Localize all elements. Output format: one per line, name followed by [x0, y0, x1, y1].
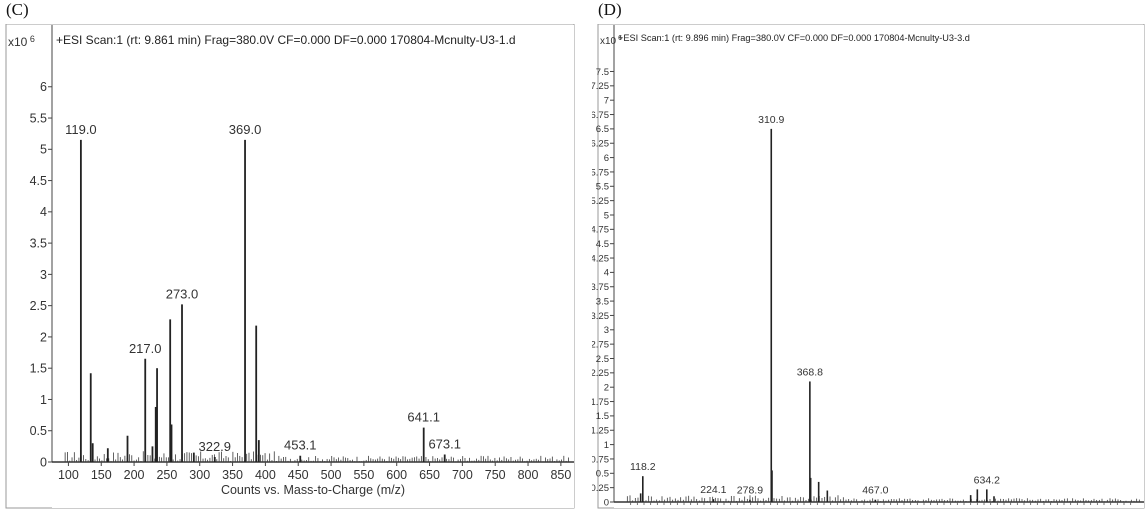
- y-tick-label: 0.25: [592, 483, 609, 494]
- x-tick-label: 450: [288, 468, 309, 482]
- y-tick-label: 0: [40, 455, 47, 469]
- y-tick-label: 0.5: [30, 424, 47, 438]
- peak-label: 273.0: [166, 286, 199, 301]
- x-tick-label: 250: [156, 468, 177, 482]
- y-tick-label: 6.25: [592, 139, 609, 150]
- peak-label: 369.0: [229, 122, 262, 137]
- peak-label: 322.9: [198, 439, 231, 454]
- y-tick-label: 5.25: [592, 196, 609, 207]
- y-tick-label: 4: [40, 205, 47, 219]
- peak-label: 118.2: [630, 461, 656, 473]
- x-tick-label: 200: [124, 468, 145, 482]
- scan-header: +ESI Scan:1 (rt: 9.861 min) Frag=380.0V …: [56, 33, 516, 47]
- y-tick-label: 0.75: [592, 454, 609, 465]
- y-tick-label: 1: [40, 393, 47, 407]
- x-tick-label: 750: [485, 468, 506, 482]
- x-tick-label: 850: [550, 468, 571, 482]
- y-tick-label: 5.5: [30, 111, 47, 125]
- y-tick-label: 7: [604, 96, 609, 107]
- y-tick-label: 1.5: [596, 411, 609, 422]
- y-tick-label: 0: [604, 497, 609, 508]
- y-tick-label: 4.75: [592, 225, 609, 236]
- y-tick-label: 2: [40, 330, 47, 344]
- peak-label: 634.2: [974, 474, 1000, 486]
- y-tick-label: 3.75: [592, 282, 609, 293]
- x-axis-title: Counts vs. Mass-to-Charge (m/z): [221, 483, 405, 497]
- y-tick-label: 6.75: [592, 110, 609, 121]
- peak-label: 224.1: [700, 484, 726, 496]
- y-tick-label: 5: [40, 143, 47, 157]
- y-tick-label: 1.5: [30, 362, 47, 376]
- scan-header: +ESI Scan:1 (rt: 9.896 min) Frag=380.0V …: [618, 33, 970, 43]
- y-tick-label: 2.75: [592, 339, 609, 350]
- plot-area: [614, 25, 1144, 508]
- y-tick-label: 5.75: [592, 167, 609, 178]
- x-tick-label: 350: [222, 468, 243, 482]
- peak-label: 278.9: [737, 485, 763, 497]
- y-tick-label: 6: [40, 80, 47, 94]
- y-tick-label: 1.25: [592, 426, 609, 437]
- y-multiplier: x10 6: [600, 35, 622, 47]
- peak-label: 217.0: [129, 341, 162, 356]
- peak-label: 119.0: [65, 122, 97, 137]
- y-tick-label: 6: [604, 153, 609, 164]
- panel-label-d: (D): [598, 0, 622, 19]
- peak-label: 368.8: [797, 366, 823, 378]
- y-tick-label: 5: [604, 210, 609, 221]
- y-tick-label: 2: [604, 383, 609, 394]
- peak-label: 673.1: [428, 436, 461, 451]
- mass-spectrum-c: +ESI Scan:1 (rt: 9.861 min) Frag=380.0V …: [5, 24, 575, 509]
- y-tick-label: 3.5: [30, 236, 47, 250]
- x-tick-label: 400: [255, 468, 276, 482]
- y-tick-label: 7.25: [592, 81, 609, 92]
- x-tick-label: 500: [321, 468, 342, 482]
- y-tick-label: 5.5: [596, 182, 609, 193]
- y-tick-label: 2.5: [596, 354, 609, 365]
- x-tick-label: 600: [386, 468, 407, 482]
- y-tick-label: 3.25: [592, 311, 609, 322]
- peak-label: 310.9: [758, 114, 784, 126]
- y-tick-label: 1.75: [592, 397, 609, 408]
- y-tick-label: 3.5: [596, 296, 609, 307]
- y-tick-label: 7.5: [596, 67, 609, 78]
- x-tick-label: 300: [189, 468, 210, 482]
- x-tick-label: 650: [419, 468, 440, 482]
- mass-spectrum-d: +ESI Scan:1 (rt: 9.896 min) Frag=380.0V …: [592, 24, 1145, 509]
- y-tick-label: 2.5: [30, 299, 47, 313]
- y-tick-label: 6.5: [596, 124, 609, 135]
- panel-label-c: (C): [6, 0, 29, 19]
- y-tick-label: 3: [40, 268, 47, 282]
- x-tick-label: 550: [353, 468, 374, 482]
- y-tick-label: 2.25: [592, 368, 609, 379]
- y-tick-label: 0.5: [596, 469, 609, 480]
- y-tick-label: 4.5: [30, 174, 47, 188]
- peak-label: 641.1: [407, 410, 440, 425]
- x-tick-label: 150: [91, 468, 112, 482]
- y-tick-label: 3: [604, 325, 609, 336]
- x-tick-label: 800: [518, 468, 539, 482]
- y-tick-label: 4.25: [592, 253, 609, 264]
- y-tick-label: 4: [604, 268, 609, 279]
- plot-area: [52, 25, 574, 508]
- peak-label: 453.1: [284, 438, 317, 453]
- x-tick-label: 100: [58, 468, 79, 482]
- y-tick-label: 1: [604, 440, 609, 451]
- y-multiplier: x10 6: [8, 34, 35, 49]
- y-tick-label: 4.5: [596, 239, 609, 250]
- x-tick-label: 700: [452, 468, 473, 482]
- peak-label: 467.0: [862, 485, 888, 497]
